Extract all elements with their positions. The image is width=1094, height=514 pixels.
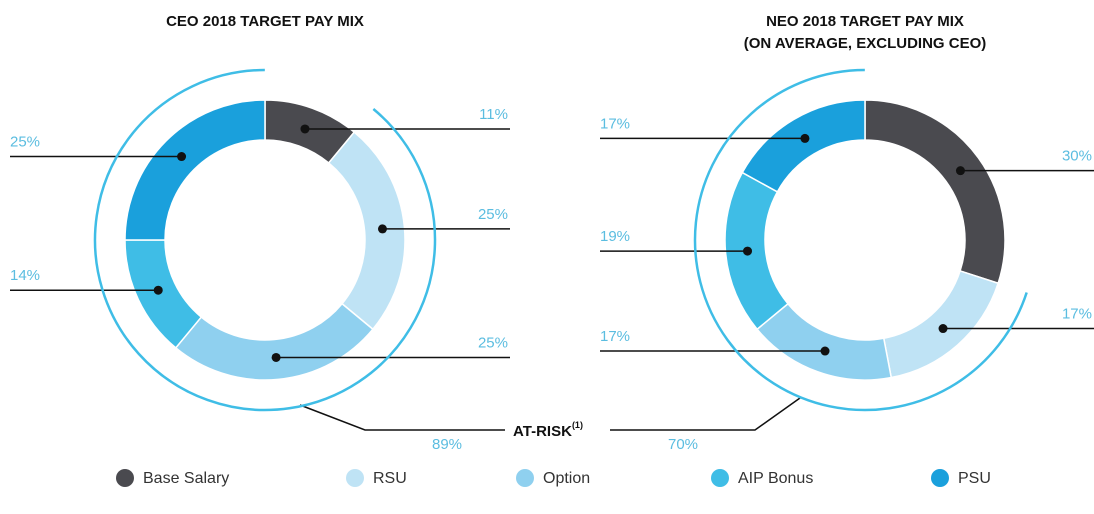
- legend-label: Base Salary: [143, 470, 229, 487]
- connector: [299, 404, 505, 431]
- legend-label: RSU: [373, 470, 407, 487]
- legend-label: AIP Bonus: [738, 470, 813, 487]
- leader-dot: [177, 152, 187, 162]
- donut-segment: [864, 99, 1006, 285]
- chart-subtitle: (ON AVERAGE, EXCLUDING CEO): [744, 35, 987, 52]
- annotation: AT-RISK(1): [513, 420, 583, 440]
- donut-segment: [124, 99, 266, 241]
- legend-swatch: [346, 469, 364, 487]
- data-label: 14%: [10, 267, 40, 284]
- data-label: 17%: [1062, 305, 1092, 322]
- at-risk-arc: [93, 68, 437, 412]
- leader-dot: [153, 285, 163, 295]
- leader-dot: [938, 324, 948, 334]
- leader-dot: [377, 224, 387, 234]
- donut-segment: [756, 302, 893, 381]
- data-label: 11%: [479, 106, 508, 123]
- leader-dot: [800, 133, 810, 143]
- donut-segment: [741, 99, 866, 193]
- donut-segment: [174, 302, 374, 381]
- at-risk-label: 89%: [432, 436, 462, 453]
- donut-segment: [124, 239, 203, 349]
- legend-label: Option: [543, 470, 590, 487]
- data-label: 25%: [478, 206, 508, 223]
- at-risk-arc: [693, 68, 1028, 412]
- connector: [610, 397, 801, 431]
- donut-segment: [327, 131, 406, 331]
- legend-label: PSU: [958, 470, 991, 487]
- legend-swatch: [516, 469, 534, 487]
- data-label: 25%: [478, 334, 508, 351]
- donut-segment: [882, 269, 1000, 379]
- data-label: 30%: [1062, 148, 1092, 165]
- chart-title: NEO 2018 TARGET PAY MIX: [766, 13, 964, 30]
- leader-dot: [820, 346, 830, 356]
- leader-dot: [743, 246, 753, 256]
- leader-dot: [955, 166, 965, 176]
- leader-dot: [300, 124, 310, 134]
- legend-swatch: [116, 469, 134, 487]
- legend-swatch: [931, 469, 949, 487]
- data-label: 17%: [600, 328, 630, 345]
- chart-title: CEO 2018 TARGET PAY MIX: [166, 13, 364, 30]
- legend-swatch: [711, 469, 729, 487]
- annotation-text: AT-RISK: [513, 423, 572, 440]
- at-risk-label: 70%: [668, 436, 698, 453]
- annotation-note: (1): [572, 420, 583, 430]
- data-label: 25%: [10, 134, 40, 151]
- data-label: 19%: [600, 228, 630, 245]
- leader-dot: [271, 352, 281, 362]
- data-label: 17%: [600, 115, 630, 132]
